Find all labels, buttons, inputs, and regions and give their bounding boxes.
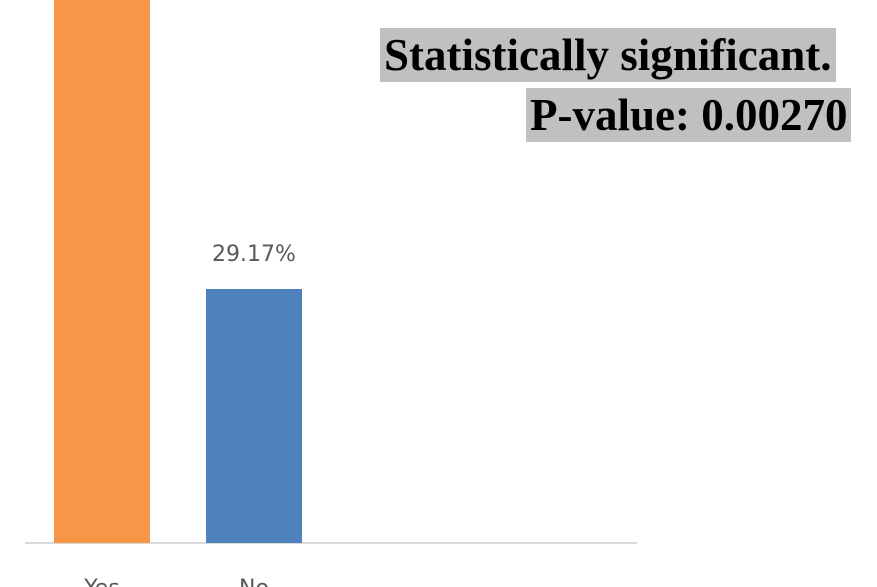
- bar: [54, 0, 150, 544]
- annotation: Statistically significant.: [380, 28, 836, 82]
- x-tick-label: Yes: [83, 576, 120, 587]
- annotation: P-value: 0.00270: [526, 88, 852, 142]
- bar: [206, 288, 302, 543]
- x-tick-label: No: [239, 576, 269, 587]
- value-label: 29.17%: [212, 242, 296, 267]
